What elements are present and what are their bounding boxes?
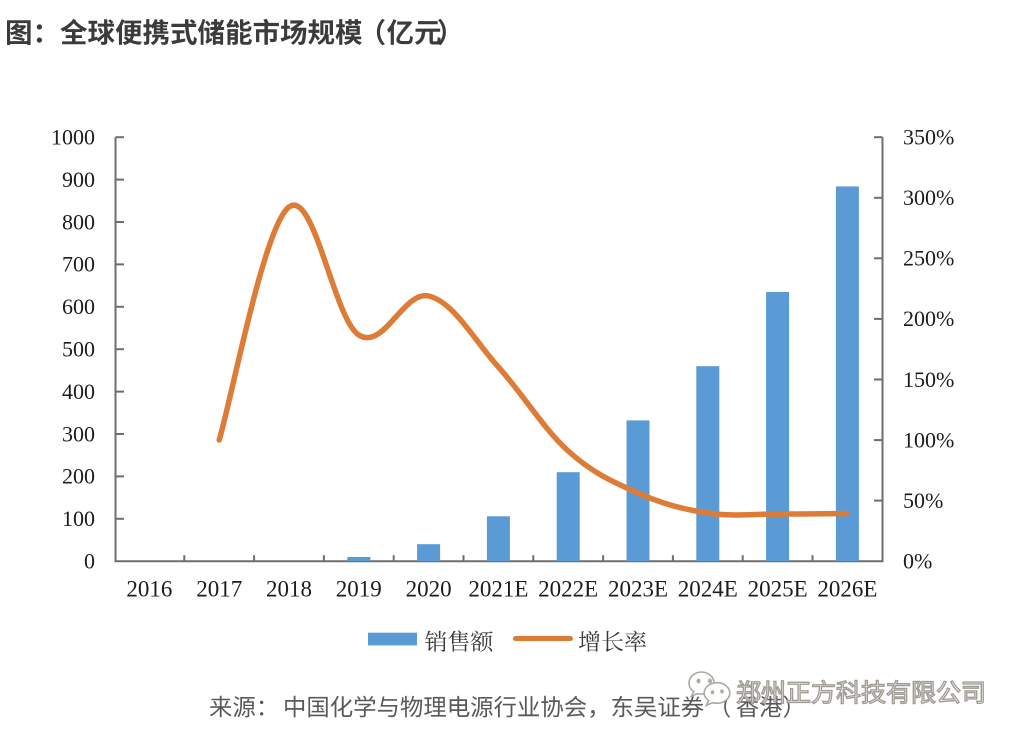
svg-text:2023E: 2023E (608, 577, 668, 602)
svg-text:100%: 100% (903, 427, 954, 452)
svg-text:300: 300 (62, 421, 95, 446)
svg-text:300%: 300% (903, 185, 954, 210)
svg-text:1000: 1000 (51, 125, 95, 150)
svg-text:2024E: 2024E (678, 577, 738, 602)
svg-text:150%: 150% (903, 367, 954, 392)
svg-text:0%: 0% (903, 549, 932, 574)
svg-text:900: 900 (62, 167, 95, 192)
svg-text:350%: 350% (903, 125, 954, 150)
svg-text:2019: 2019 (336, 577, 382, 602)
svg-text:2025E: 2025E (748, 577, 808, 602)
svg-text:100: 100 (62, 506, 95, 531)
svg-text:2022E: 2022E (538, 577, 598, 602)
svg-text:800: 800 (62, 209, 95, 234)
svg-text:50%: 50% (903, 488, 943, 513)
svg-text:400: 400 (62, 379, 95, 404)
svg-text:700: 700 (62, 252, 95, 277)
svg-text:2020: 2020 (406, 577, 452, 602)
svg-text:2018: 2018 (266, 577, 312, 602)
svg-text:2021E: 2021E (468, 577, 528, 602)
svg-text:200: 200 (62, 464, 95, 489)
svg-text:2017: 2017 (196, 577, 242, 602)
svg-text:200%: 200% (903, 306, 954, 331)
svg-text:2026E: 2026E (817, 577, 877, 602)
svg-text:250%: 250% (903, 246, 954, 271)
svg-text:500: 500 (62, 337, 95, 362)
svg-text:600: 600 (62, 294, 95, 319)
svg-text:0: 0 (84, 549, 95, 574)
svg-text:2016: 2016 (126, 577, 172, 602)
